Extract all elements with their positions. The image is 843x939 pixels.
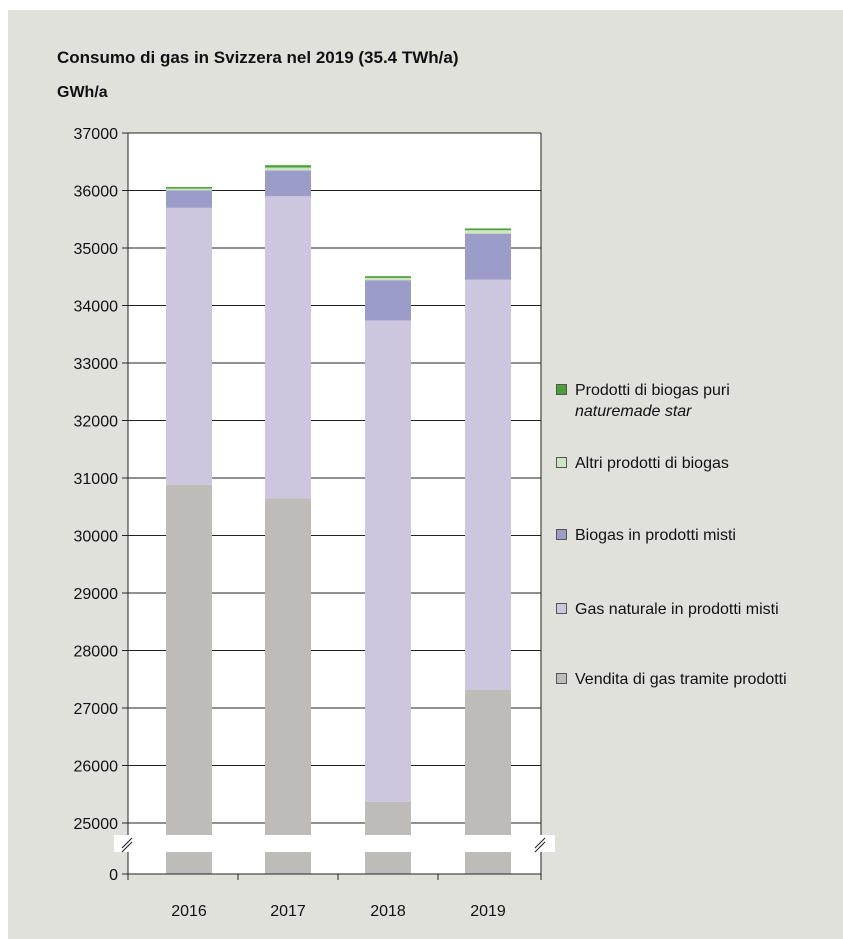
legend-label: Vendita di gas tramite prodotti	[575, 671, 787, 688]
y-tick-label: 29000	[74, 586, 119, 603]
y-tick-label: 28000	[74, 644, 119, 661]
y-unit-label: GWh/a	[57, 84, 108, 101]
x-tick-label: 2016	[171, 903, 207, 920]
y-tick-label: 34000	[74, 299, 119, 316]
bar-segment	[365, 277, 411, 281]
bar-segment	[265, 170, 311, 197]
x-tick-label: 2019	[470, 903, 506, 920]
legend-label: Gas naturale in prodotti misti	[575, 601, 779, 618]
bar-segment-stub	[365, 852, 411, 874]
y-tick-label: 25000	[74, 816, 119, 833]
legend-swatch	[556, 384, 567, 395]
y-tick-label: 26000	[74, 759, 119, 776]
bar-segment	[365, 320, 411, 802]
bar-segment	[465, 230, 511, 234]
bar-segment	[166, 188, 212, 191]
y-tick-label: 33000	[74, 356, 119, 373]
x-tick-label: 2018	[370, 903, 406, 920]
bar-segment	[365, 801, 411, 835]
legend-label: Altri prodotti di biogas	[575, 455, 729, 472]
legend-label: Biogas in prodotti misti	[575, 527, 736, 544]
bar-segment	[465, 233, 511, 280]
legend-swatch	[556, 673, 567, 684]
bar-segment	[465, 228, 511, 231]
legend-swatch	[556, 529, 567, 540]
bar-segment	[465, 689, 511, 835]
bar-segment-stub	[166, 852, 212, 874]
y-tick-label: 32000	[74, 414, 119, 431]
y-tick-label: 0	[109, 867, 118, 884]
bar-segment	[465, 279, 511, 690]
bar-segment	[365, 280, 411, 321]
axis-break-mark	[534, 841, 546, 853]
legend-label: Prodotti di biogas puri	[575, 382, 730, 399]
y-tick-label: 27000	[74, 701, 119, 718]
bar-segment	[265, 498, 311, 835]
y-tick-label: 35000	[74, 241, 119, 258]
y-tick-label: 31000	[74, 471, 119, 488]
bar-segment-stub	[265, 852, 311, 874]
bar-segment	[166, 187, 212, 189]
y-tick-label: 36000	[74, 184, 119, 201]
y-tick-label: 37000	[74, 126, 119, 143]
legend-swatch	[556, 603, 567, 614]
bar-segment	[265, 196, 311, 499]
bar-segment	[265, 165, 311, 168]
y-tick-label: 30000	[74, 529, 119, 546]
legend-swatch	[556, 457, 567, 468]
bar-segment	[365, 276, 411, 278]
bar-segment	[166, 484, 212, 835]
x-tick-label: 2017	[270, 903, 306, 920]
bar-segment	[166, 207, 212, 485]
axis-break-mark	[121, 837, 133, 849]
axis-break-mark	[534, 837, 546, 849]
bar-segment	[166, 190, 212, 208]
legend-sublabel: naturemade star	[575, 403, 692, 420]
bar-segment	[265, 167, 311, 171]
axis-break-mark	[121, 841, 133, 853]
axis-break-gap	[114, 835, 555, 852]
chart-title: Consumo di gas in Svizzera nel 2019 (35.…	[57, 48, 459, 67]
bar-segment-stub	[465, 852, 511, 874]
